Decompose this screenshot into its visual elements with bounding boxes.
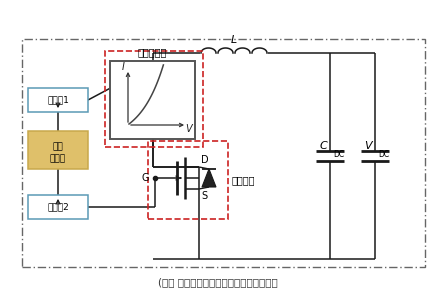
Bar [22,39,425,267]
Text: D: D [201,155,208,165]
Text: 待测对象: 待测对象 [232,175,256,185]
Text: C: C [319,141,327,151]
Text: 驱动刧1: 驱动刧1 [47,96,69,105]
Polygon shape [202,169,216,187]
Text: S: S [201,191,207,201]
Text: DC: DC [378,150,389,159]
Text: 脉冲: 脉冲 [52,143,63,151]
Text: DC: DC [333,150,344,159]
Text: V: V [364,141,372,151]
Bar [28,195,88,219]
Text: 非线性元件: 非线性元件 [138,47,167,57]
Bar [28,131,88,169]
Bar [105,51,203,147]
Bar [28,88,88,112]
Bar [110,61,195,139]
Text: L: L [231,35,237,45]
Text: I: I [121,62,125,72]
Text: (ｂ） 基于非线性元件的无损短路测试方法: (ｂ） 基于非线性元件的无损短路测试方法 [158,277,278,287]
Text: 发生器: 发生器 [50,154,66,163]
Bar [148,141,228,219]
Text: 驱动刧2: 驱动刧2 [47,203,69,211]
Text: G: G [142,173,149,183]
Text: V: V [186,124,192,134]
